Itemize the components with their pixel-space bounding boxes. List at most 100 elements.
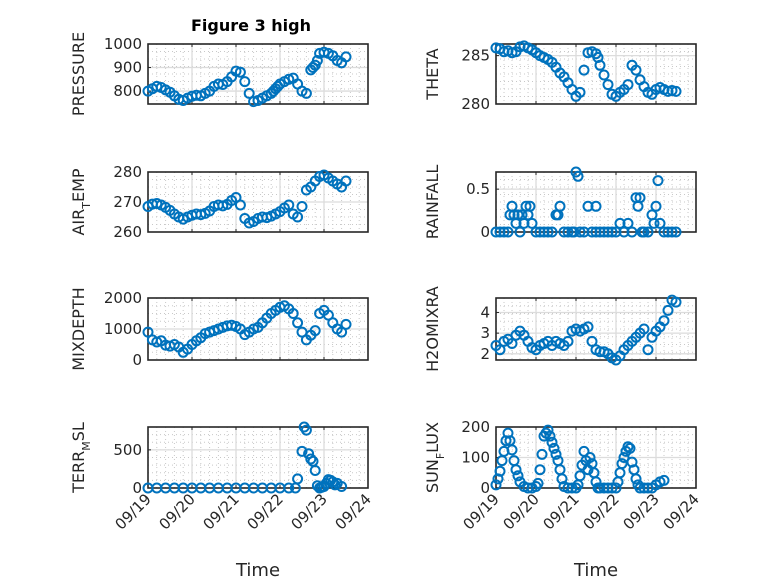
figure-title: Figure 3 high: [191, 16, 311, 35]
data-point: [283, 73, 295, 85]
series-mixdepth: [142, 300, 352, 358]
y-tick-label: 500: [113, 441, 142, 459]
data-point: [670, 296, 682, 308]
data-point: [230, 65, 242, 77]
y-tick-label: 4: [480, 303, 490, 321]
data-point: [340, 318, 352, 330]
x-tick-label: 09/22: [244, 490, 287, 533]
data-point: [648, 217, 660, 229]
data-point: [544, 430, 556, 442]
data-point: [638, 323, 650, 335]
data-point: [234, 199, 246, 211]
data-point: [642, 226, 654, 238]
x-tick-label: 09/21: [200, 490, 243, 533]
x-tick-label: 09/23: [620, 490, 663, 533]
y-axis-label: PRESSURE: [69, 32, 88, 116]
data-point: [566, 482, 578, 494]
data-point: [287, 308, 299, 319]
axes-mixdepth: 0 1000 2000 MIXDEPTH: [69, 287, 369, 371]
y-tick-label: 1000: [104, 35, 142, 53]
data-point: [624, 442, 636, 454]
series-terr_msl: [142, 421, 348, 494]
data-point: [606, 482, 618, 494]
data-point: [610, 482, 622, 494]
data-point: [606, 226, 618, 238]
x-tick-label: 09/23: [288, 490, 331, 533]
x-axis-label: Time: [235, 560, 280, 581]
data-point: [652, 175, 664, 187]
y-tick-label: 280: [113, 163, 142, 181]
axes-box: [495, 297, 697, 361]
data-point: [305, 453, 317, 465]
data-point: [524, 200, 536, 212]
axes-box: [495, 43, 697, 105]
data-point: [502, 226, 514, 238]
data-point: [506, 338, 518, 349]
data-point: [292, 211, 304, 223]
x-tick-label: 09/20: [500, 490, 543, 533]
data-point: [283, 199, 295, 211]
data-point: [634, 192, 646, 204]
data-point: [292, 473, 304, 485]
data-point: [658, 315, 670, 327]
y-axis-label: RAINFALL: [423, 165, 442, 240]
data-point: [662, 304, 674, 316]
data-point: [666, 226, 678, 238]
y-tick-label: 800: [113, 82, 142, 100]
y-tick-label: 0: [132, 351, 142, 369]
data-point: [239, 76, 251, 88]
y-tick-label: 0: [132, 479, 142, 497]
y-axis-label: AIRTEMP: [69, 168, 93, 235]
y-tick-label: 0: [480, 223, 490, 241]
data-point: [550, 448, 562, 460]
data-point: [512, 470, 524, 482]
data-point: [536, 448, 548, 460]
axes-pressure: 800 900 1000 PRESSURE: [69, 32, 369, 116]
data-point: [234, 66, 246, 78]
data-point: [498, 226, 510, 238]
data-point: [618, 452, 630, 463]
data-point: [307, 455, 319, 467]
data-point: [490, 479, 502, 491]
x-tick-label: 09/20: [156, 490, 199, 533]
data-point: [296, 445, 308, 457]
data-point: [582, 321, 594, 333]
y-axis-label: TERRMSL: [69, 422, 93, 494]
data-point: [514, 226, 526, 238]
data-point: [622, 79, 634, 91]
data-point: [300, 87, 312, 99]
data-point: [526, 217, 538, 229]
data-point: [616, 458, 628, 470]
data-point: [630, 473, 642, 485]
y-tick-label: 200: [461, 418, 490, 436]
y-tick-label: 100: [461, 449, 490, 467]
data-point: [506, 444, 518, 456]
data-point: [534, 464, 546, 476]
data-point: [548, 442, 560, 454]
axes-h2omixra: 2 3 4 H2OMIXRA: [423, 286, 697, 372]
data-point: [283, 482, 295, 494]
y-tick-label: 1000: [104, 320, 142, 338]
data-point: [632, 200, 644, 212]
series-pressure: [142, 46, 352, 108]
data-point: [510, 464, 522, 476]
data-point: [546, 436, 558, 448]
y-tick-label: 0.5: [466, 180, 490, 198]
axes-sun_flux: 0100200SUNFLUX09/1909/2009/2109/2209/230…: [423, 418, 703, 581]
data-point: [642, 344, 654, 356]
data-point: [636, 226, 648, 238]
data-point: [574, 226, 586, 238]
series-rainfall: [490, 166, 682, 238]
data-point: [340, 51, 352, 63]
data-point: [622, 217, 634, 229]
data-point: [590, 226, 602, 238]
y-tick-label: 3: [480, 324, 490, 342]
data-point: [542, 424, 554, 436]
data-point: [309, 325, 321, 337]
y-axis-label: MIXDEPTH: [69, 287, 88, 370]
y-tick-label: 0: [480, 479, 490, 497]
data-point: [670, 226, 682, 238]
data-point: [578, 64, 590, 76]
